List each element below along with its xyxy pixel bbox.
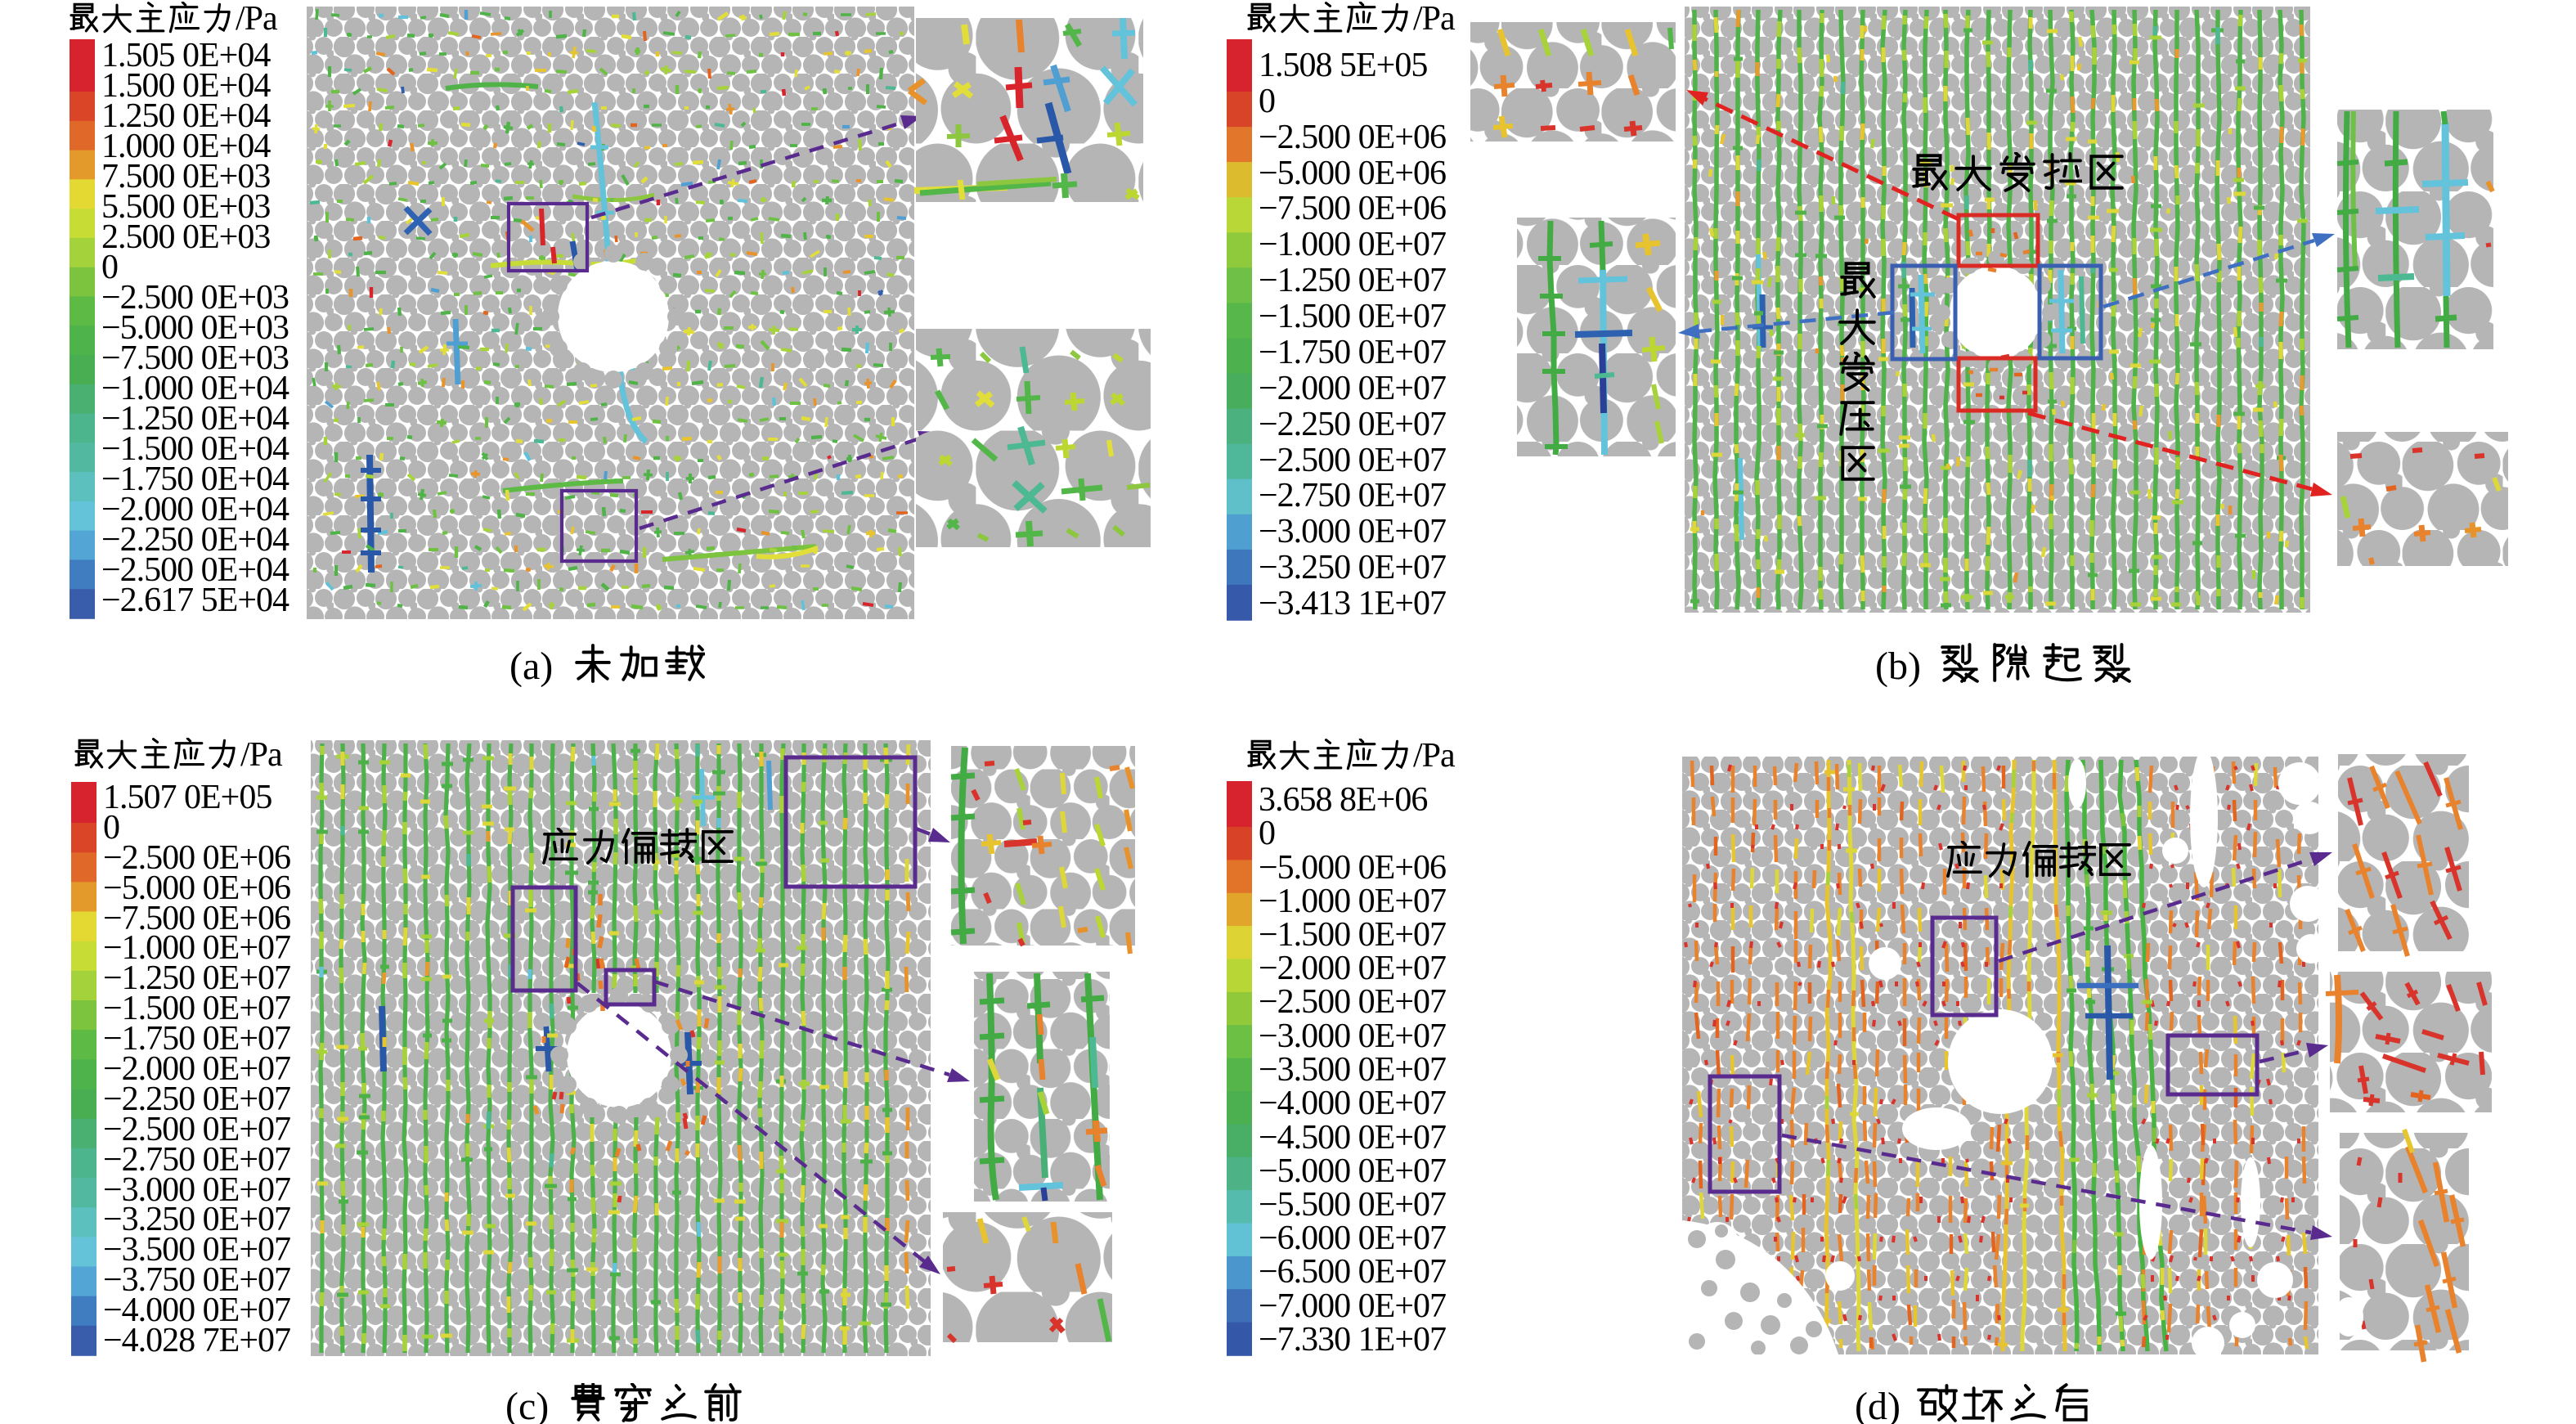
svg-text:−2.617 5E+04: −2.617 5E+04 bbox=[101, 582, 289, 619]
svg-text:−5.000 0E+06: −5.000 0E+06 bbox=[1259, 849, 1446, 887]
svg-text:−5.000 0E+06: −5.000 0E+06 bbox=[1259, 155, 1446, 192]
svg-text:1.508 5E+05: 1.508 5E+05 bbox=[1259, 47, 1427, 84]
svg-text:−3.000 0E+07: −3.000 0E+07 bbox=[1259, 513, 1446, 550]
svg-text:−7.000 0E+07: −7.000 0E+07 bbox=[1259, 1287, 1446, 1325]
svg-text:−1.750 0E+07: −1.750 0E+07 bbox=[1259, 334, 1446, 371]
svg-text:−2.500 0E+07: −2.500 0E+07 bbox=[103, 1111, 290, 1148]
svg-text:5.500 0E+03: 5.500 0E+03 bbox=[101, 188, 270, 226]
svg-text:−1.000 0E+07: −1.000 0E+07 bbox=[1259, 226, 1446, 263]
svg-text:−2.500 0E+03: −2.500 0E+03 bbox=[101, 279, 289, 317]
svg-text:−2.000 0E+07: −2.000 0E+07 bbox=[1259, 370, 1446, 407]
svg-text:−3.413 1E+07: −3.413 1E+07 bbox=[1259, 585, 1446, 622]
svg-text:/Pa: /Pa bbox=[1413, 0, 1456, 38]
svg-text:−5.000 0E+07: −5.000 0E+07 bbox=[1259, 1152, 1446, 1190]
svg-text:−2.500 0E+07: −2.500 0E+07 bbox=[1259, 983, 1446, 1021]
svg-text:−1.500 0E+07: −1.500 0E+07 bbox=[1259, 298, 1446, 335]
svg-text:0: 0 bbox=[101, 249, 118, 286]
svg-text:2.500 0E+03: 2.500 0E+03 bbox=[101, 218, 270, 256]
svg-text:3.658 8E+06: 3.658 8E+06 bbox=[1259, 781, 1427, 819]
svg-text:−1.500 0E+04: −1.500 0E+04 bbox=[101, 430, 289, 468]
svg-text:−7.500 0E+06: −7.500 0E+06 bbox=[103, 900, 290, 937]
svg-text:−1.500 0E+07: −1.500 0E+07 bbox=[1259, 916, 1446, 954]
svg-text:1.250 0E+04: 1.250 0E+04 bbox=[101, 97, 271, 135]
svg-text:−5.000 0E+03: −5.000 0E+03 bbox=[101, 309, 289, 347]
svg-text:−2.250 0E+07: −2.250 0E+07 bbox=[103, 1080, 290, 1118]
svg-text:−2.000 0E+07: −2.000 0E+07 bbox=[103, 1050, 290, 1088]
svg-text:−2.250 0E+04: −2.250 0E+04 bbox=[101, 521, 289, 559]
svg-text:−5.500 0E+07: −5.500 0E+07 bbox=[1259, 1186, 1446, 1224]
svg-text:−2.750 0E+07: −2.750 0E+07 bbox=[1259, 477, 1446, 514]
svg-text:−4.028 7E+07: −4.028 7E+07 bbox=[103, 1322, 290, 1359]
svg-text:−2.250 0E+07: −2.250 0E+07 bbox=[1259, 406, 1446, 443]
svg-text:−3.750 0E+07: −3.750 0E+07 bbox=[103, 1261, 290, 1299]
svg-text:7.500 0E+03: 7.500 0E+03 bbox=[101, 158, 270, 195]
svg-text:−2.500 0E+07: −2.500 0E+07 bbox=[1259, 442, 1446, 479]
svg-text:−1.250 0E+07: −1.250 0E+07 bbox=[103, 959, 290, 997]
svg-text:−3.250 0E+07: −3.250 0E+07 bbox=[1259, 549, 1446, 586]
svg-text:1.000 0E+04: 1.000 0E+04 bbox=[101, 128, 271, 165]
svg-text:−7.500 0E+03: −7.500 0E+03 bbox=[101, 339, 289, 377]
svg-text:/Pa: /Pa bbox=[1413, 737, 1456, 775]
svg-text:0: 0 bbox=[1259, 815, 1275, 852]
svg-text:−3.500 0E+07: −3.500 0E+07 bbox=[1259, 1051, 1446, 1089]
svg-text:−6.500 0E+07: −6.500 0E+07 bbox=[1259, 1253, 1446, 1291]
svg-text:−7.330 1E+07: −7.330 1E+07 bbox=[1259, 1321, 1446, 1359]
svg-text:(d): (d) bbox=[1855, 1385, 1901, 1424]
svg-text:−3.250 0E+07: −3.250 0E+07 bbox=[103, 1201, 290, 1238]
svg-text:1.500 0E+04: 1.500 0E+04 bbox=[101, 67, 271, 105]
svg-text:−4.000 0E+07: −4.000 0E+07 bbox=[103, 1291, 290, 1329]
svg-text:−1.000 0E+07: −1.000 0E+07 bbox=[1259, 883, 1446, 920]
svg-text:−1.500 0E+07: −1.500 0E+07 bbox=[103, 990, 290, 1027]
svg-text:−3.000 0E+07: −3.000 0E+07 bbox=[103, 1171, 290, 1209]
svg-text:−4.000 0E+07: −4.000 0E+07 bbox=[1259, 1085, 1446, 1122]
svg-text:−7.500 0E+06: −7.500 0E+06 bbox=[1259, 190, 1446, 227]
svg-text:−3.500 0E+07: −3.500 0E+07 bbox=[103, 1231, 290, 1269]
svg-text:1.505 0E+04: 1.505 0E+04 bbox=[101, 37, 271, 74]
svg-text:−3.000 0E+07: −3.000 0E+07 bbox=[1259, 1017, 1446, 1055]
svg-text:(c): (c) bbox=[505, 1385, 549, 1424]
svg-text:0: 0 bbox=[103, 809, 119, 847]
svg-text:−5.000 0E+06: −5.000 0E+06 bbox=[103, 869, 290, 907]
svg-text:−1.750 0E+04: −1.750 0E+04 bbox=[101, 460, 289, 498]
svg-text:−2.750 0E+07: −2.750 0E+07 bbox=[103, 1141, 290, 1179]
svg-text:−1.250 0E+07: −1.250 0E+07 bbox=[1259, 262, 1446, 299]
svg-text:−2.000 0E+04: −2.000 0E+04 bbox=[101, 491, 289, 528]
svg-text:−1.000 0E+04: −1.000 0E+04 bbox=[101, 370, 289, 407]
svg-text:−1.750 0E+07: −1.750 0E+07 bbox=[103, 1020, 290, 1058]
svg-text:−2.500 0E+06: −2.500 0E+06 bbox=[1259, 119, 1446, 156]
svg-text:−6.000 0E+07: −6.000 0E+07 bbox=[1259, 1220, 1446, 1257]
svg-text:−4.500 0E+07: −4.500 0E+07 bbox=[1259, 1119, 1446, 1157]
svg-text:−1.250 0E+04: −1.250 0E+04 bbox=[101, 400, 289, 438]
svg-text:−1.000 0E+07: −1.000 0E+07 bbox=[103, 929, 290, 967]
svg-text:−2.000 0E+07: −2.000 0E+07 bbox=[1259, 950, 1446, 987]
svg-text:/Pa: /Pa bbox=[236, 0, 278, 38]
svg-text:0: 0 bbox=[1259, 83, 1275, 120]
svg-text:−2.500 0E+04: −2.500 0E+04 bbox=[101, 551, 289, 589]
svg-text:(b): (b) bbox=[1875, 645, 1921, 688]
svg-text:(a): (a) bbox=[509, 645, 553, 688]
svg-text:/Pa: /Pa bbox=[240, 736, 283, 774]
svg-text:1.507 0E+05: 1.507 0E+05 bbox=[103, 779, 272, 816]
svg-text:−2.500 0E+06: −2.500 0E+06 bbox=[103, 839, 290, 877]
